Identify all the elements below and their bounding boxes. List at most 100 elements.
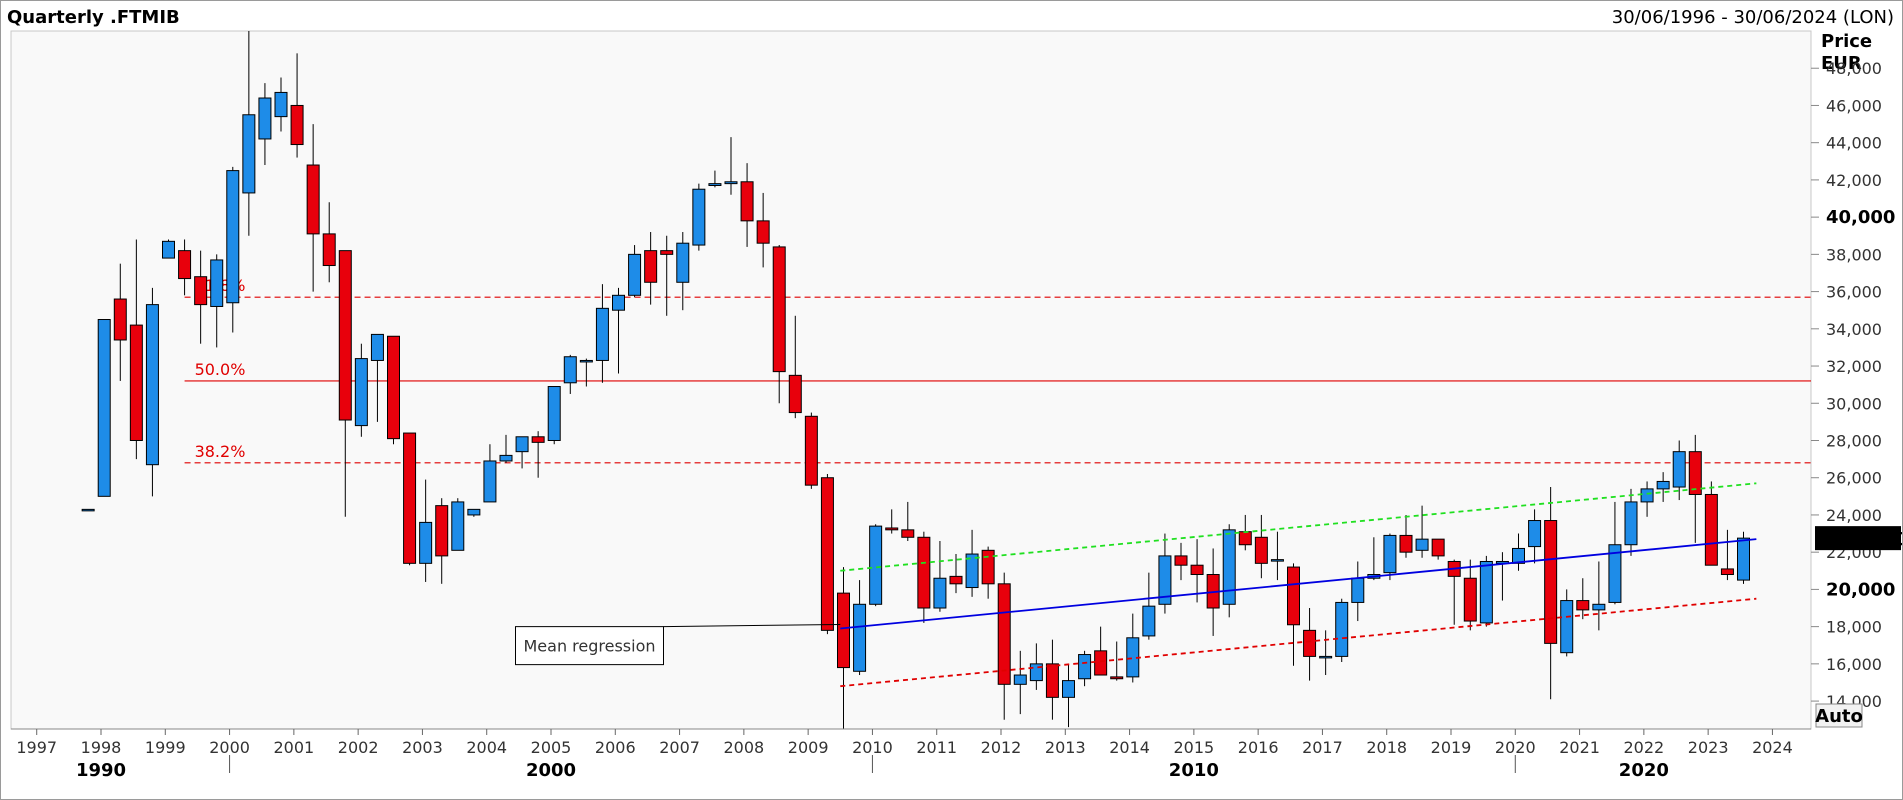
candle-body-83[interactable] — [1415, 538, 1429, 551]
candle-body-61[interactable] — [1062, 680, 1075, 698]
candle-body-68[interactable] — [1174, 555, 1188, 566]
candle-body-14[interactable] — [306, 164, 320, 235]
candle-body-49[interactable] — [869, 525, 883, 605]
candle-body-46[interactable] — [820, 477, 834, 631]
candle-body-69[interactable] — [1190, 564, 1204, 576]
candle-body-23[interactable] — [451, 501, 465, 551]
candle-body-75[interactable] — [1287, 566, 1300, 626]
auto-scale-button[interactable] — [1815, 703, 1863, 728]
candle-body-51[interactable] — [901, 529, 915, 538]
candle-body-103[interactable] — [1737, 537, 1750, 581]
regression-upper-line[interactable] — [840, 482, 1757, 572]
candle-body-97[interactable] — [1640, 488, 1654, 503]
candle-body-52[interactable] — [917, 536, 931, 609]
candle-body-29[interactable] — [547, 386, 561, 441]
candle-body-67[interactable] — [1158, 555, 1172, 605]
candle-body-1[interactable] — [97, 319, 111, 497]
candle-body-10[interactable] — [242, 114, 256, 194]
candle-body-28[interactable] — [531, 436, 545, 443]
candle-body-82[interactable] — [1399, 534, 1413, 553]
candle-body-26[interactable] — [499, 454, 513, 462]
regression-mean-line[interactable] — [840, 538, 1757, 630]
candle-body-25[interactable] — [483, 460, 497, 503]
candle-body-57[interactable] — [997, 583, 1011, 685]
candle-body-24[interactable] — [467, 508, 481, 516]
candle-body-38[interactable] — [692, 188, 706, 246]
candle-body-27[interactable] — [515, 436, 529, 453]
candle-body-4[interactable] — [145, 304, 159, 466]
candle-body-37[interactable] — [676, 242, 690, 283]
candle-body-73[interactable] — [1254, 536, 1268, 564]
candle-body-43[interactable] — [772, 246, 786, 373]
candle-body-13[interactable] — [290, 104, 304, 146]
candle-body-48[interactable] — [853, 603, 867, 672]
candle-body-44[interactable] — [788, 374, 802, 414]
candle-body-58[interactable] — [1013, 674, 1027, 685]
candle-body-2[interactable] — [113, 298, 127, 341]
candle-body-42[interactable] — [756, 220, 770, 244]
candle-body-102[interactable] — [1720, 568, 1734, 576]
candle-body-16[interactable] — [338, 250, 352, 421]
candle-body-74[interactable] — [1270, 559, 1284, 562]
candle-body-34[interactable] — [628, 253, 642, 296]
candle-body-7[interactable] — [194, 276, 208, 306]
candle-body-64[interactable] — [1110, 676, 1124, 680]
candle-body-56[interactable] — [981, 549, 995, 585]
candle-body-98[interactable] — [1656, 480, 1670, 490]
candle-body-32[interactable] — [595, 307, 609, 361]
candle-body-62[interactable] — [1078, 654, 1092, 680]
candle-body-35[interactable] — [644, 250, 658, 283]
candle-body-53[interactable] — [933, 577, 947, 609]
candle-body-12[interactable] — [274, 91, 288, 118]
candle-body-72[interactable] — [1238, 531, 1252, 546]
candle-body-93[interactable] — [1576, 600, 1590, 611]
candle-body-84[interactable] — [1431, 538, 1445, 557]
candle-body-31[interactable] — [579, 359, 593, 363]
candle-body-60[interactable] — [1045, 663, 1059, 698]
candle-body-63[interactable] — [1094, 650, 1108, 676]
candle-body-91[interactable] — [1544, 520, 1558, 644]
candle-body-50[interactable] — [885, 527, 899, 531]
candle-body-96[interactable] — [1624, 501, 1638, 546]
candle-body-6[interactable] — [178, 250, 192, 280]
candle-body-86[interactable] — [1463, 577, 1477, 622]
regression-lower-line[interactable] — [840, 597, 1757, 688]
candle-body-5[interactable] — [162, 240, 175, 259]
candle-body-30[interactable] — [563, 356, 577, 384]
candle-body-41[interactable] — [740, 181, 754, 222]
candle-body-36[interactable] — [660, 250, 674, 255]
candle-body-54[interactable] — [949, 575, 963, 585]
candle-body-45[interactable] — [804, 415, 818, 486]
candle-body-55[interactable] — [965, 553, 979, 589]
candle-body-99[interactable] — [1672, 451, 1686, 488]
candle-body-79[interactable] — [1351, 577, 1365, 603]
candle-body-18[interactable] — [370, 333, 384, 361]
candle-body-71[interactable] — [1222, 529, 1236, 605]
candle-body-39[interactable] — [708, 183, 722, 186]
candle-body-89[interactable] — [1512, 547, 1525, 564]
candle-body-21[interactable] — [419, 521, 433, 564]
candle-body-87[interactable] — [1479, 560, 1493, 624]
candle-body-94[interactable] — [1592, 603, 1606, 611]
candle-body-33[interactable] — [612, 294, 625, 311]
candle-body-47[interactable] — [837, 592, 850, 669]
candle-body-22[interactable] — [435, 505, 449, 557]
annotation-box[interactable] — [515, 626, 664, 666]
candle-body-11[interactable] — [258, 97, 272, 140]
candle-body-40[interactable] — [724, 181, 738, 185]
candle-body-17[interactable] — [354, 358, 368, 427]
candle-body-0[interactable] — [81, 508, 95, 512]
candle-body-100[interactable] — [1688, 451, 1702, 495]
candle-body-78[interactable] — [1335, 601, 1349, 657]
candle-body-15[interactable] — [322, 233, 336, 267]
candle-body-95[interactable] — [1608, 544, 1622, 603]
candle-body-77[interactable] — [1319, 655, 1333, 659]
candle-body-9[interactable] — [226, 170, 240, 304]
candle-body-92[interactable] — [1560, 600, 1574, 654]
candle-body-19[interactable] — [387, 335, 400, 440]
candle-body-3[interactable] — [129, 324, 143, 441]
candle-body-81[interactable] — [1383, 534, 1397, 574]
candle-body-20[interactable] — [403, 432, 417, 564]
candle-body-8[interactable] — [210, 259, 224, 307]
